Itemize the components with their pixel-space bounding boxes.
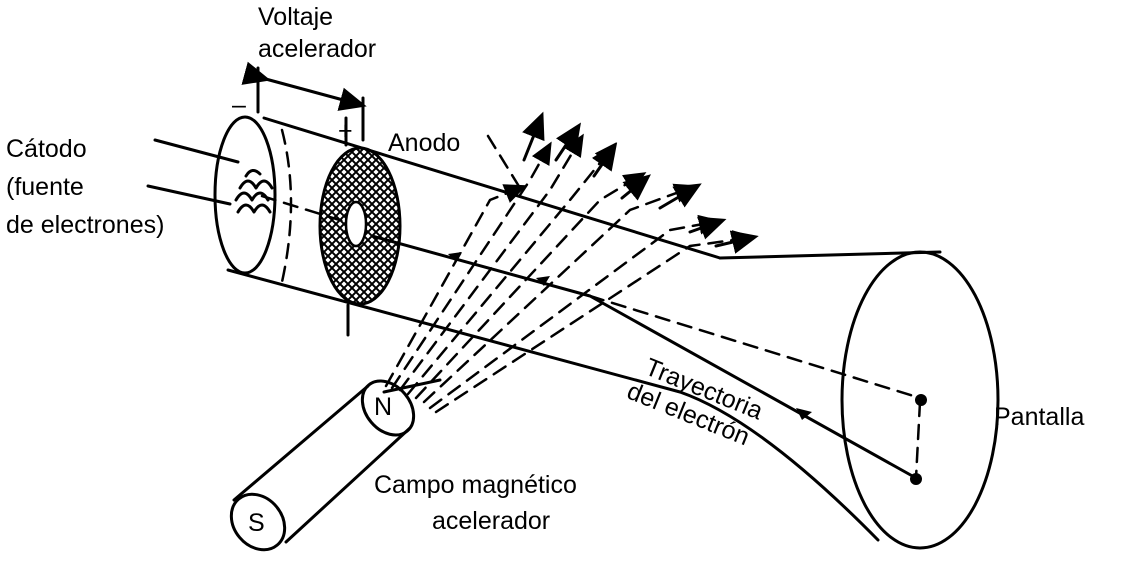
anode-disc [318,116,402,337]
cathode-label-line1: Cátodo [6,135,87,163]
cathode-label-line3: de electrones) [6,211,165,239]
anode-label: Anodo [388,129,461,157]
tube-cylinder [213,115,722,394]
cathode-wires [146,138,240,206]
magnet-field-base [382,378,442,394]
magnetic-field-label-line2: acelerador [432,507,551,535]
bar-magnet [229,379,416,552]
south-pole-label: S [248,509,265,537]
minus-sign: – [232,91,246,119]
voltage-label-line1: Voltaje [258,3,334,31]
voltage-bracket [241,61,367,142]
voltage-label-line2: acelerador [258,35,377,63]
electron-trajectory [370,234,927,485]
north-pole-label: N [374,393,393,421]
magnetic-field-label-line1: Campo magnético [374,471,577,499]
cathode-label-line2: (fuente [6,173,84,201]
screen [840,250,1000,550]
tube-funnel [678,250,942,542]
screen-label: Pantalla [994,403,1085,431]
plus-sign: + [338,117,353,145]
magnetic-field-lines [384,111,759,414]
filament-coil [234,169,274,214]
electron-beam-inner [260,194,348,224]
